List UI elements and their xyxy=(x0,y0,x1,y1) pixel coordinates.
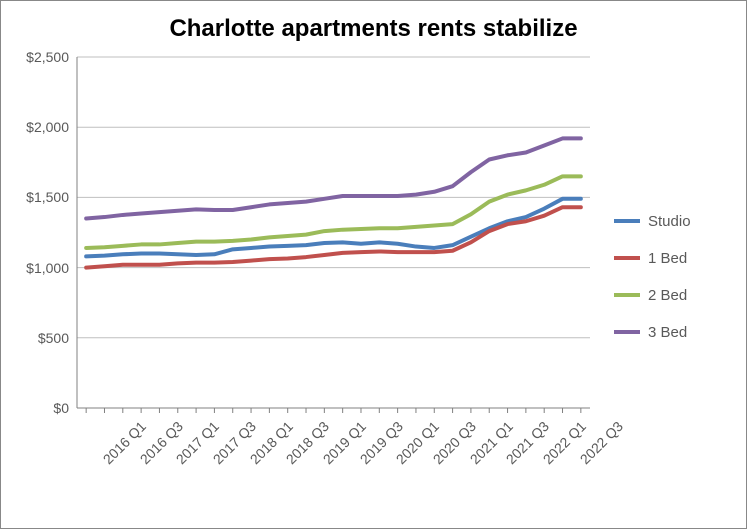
series-line xyxy=(86,199,581,257)
legend-label: Studio xyxy=(648,213,691,230)
y-axis-tick-label: $1,500 xyxy=(13,189,69,205)
legend-item: 2 Bed xyxy=(614,287,734,304)
legend-swatch xyxy=(614,256,640,260)
y-axis-tick-label: $1,000 xyxy=(13,260,69,276)
x-axis-labels: 2016 Q12016 Q32017 Q12017 Q32018 Q12018 … xyxy=(13,414,598,502)
legend-label: 3 Bed xyxy=(648,324,687,341)
plot-wrap: $0$500$1,000$1,500$2,000$2,500 2016 Q120… xyxy=(13,51,598,502)
chart-title: Charlotte apartments rents stabilize xyxy=(13,15,734,43)
plot-svg xyxy=(13,51,598,414)
y-axis-tick-label: $2,500 xyxy=(13,49,69,65)
chart-frame: Charlotte apartments rents stabilize $0$… xyxy=(0,0,747,529)
legend-item: 1 Bed xyxy=(614,250,734,267)
series-line xyxy=(86,207,581,267)
y-axis-tick-label: $500 xyxy=(13,330,69,346)
legend-label: 2 Bed xyxy=(648,287,687,304)
legend-swatch xyxy=(614,293,640,297)
y-axis-tick-label: $2,000 xyxy=(13,119,69,135)
legend-label: 1 Bed xyxy=(648,250,687,267)
legend-swatch xyxy=(614,219,640,223)
legend-item: 3 Bed xyxy=(614,324,734,341)
series-line xyxy=(86,138,581,218)
legend-item: Studio xyxy=(614,213,734,230)
plot-area: $0$500$1,000$1,500$2,000$2,500 xyxy=(13,51,598,414)
chart-body: $0$500$1,000$1,500$2,000$2,500 2016 Q120… xyxy=(13,51,734,502)
legend-swatch xyxy=(614,330,640,334)
